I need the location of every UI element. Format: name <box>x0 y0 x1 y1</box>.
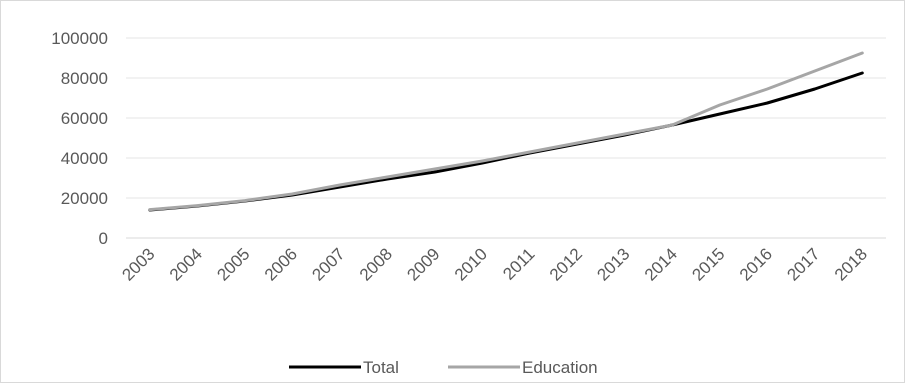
x-tick-label: 2012 <box>546 244 586 284</box>
y-tick-label: 40000 <box>61 149 108 168</box>
x-tick-label: 2015 <box>688 244 728 284</box>
y-tick-label: 0 <box>99 229 108 248</box>
legend-label: Total <box>363 358 399 377</box>
x-tick-label: 2009 <box>403 244 443 284</box>
legend-item-total: Total <box>289 358 399 377</box>
y-axis-tick-labels: 0 20000 40000 60000 80000 100000 <box>51 29 108 248</box>
x-tick-label: 2006 <box>261 244 301 284</box>
x-tick-label: 2010 <box>451 244 491 284</box>
legend-item-education: Education <box>448 358 598 377</box>
gridlines <box>126 37 886 239</box>
y-tick-label: 60000 <box>61 109 108 128</box>
series-line-education <box>148 51 864 212</box>
x-tick-label: 2004 <box>166 244 206 284</box>
x-tick-label: 2008 <box>356 244 396 284</box>
y-tick-label: 100000 <box>51 29 108 48</box>
legend: Total Education <box>289 358 598 377</box>
y-tick-label: 80000 <box>61 69 108 88</box>
x-tick-label: 2011 <box>499 244 538 283</box>
x-tick-label: 2016 <box>736 244 776 284</box>
y-tick-label: 20000 <box>61 189 108 208</box>
x-tick-label: 2014 <box>641 244 681 284</box>
x-tick-label: 2005 <box>213 244 253 284</box>
legend-label: Education <box>522 358 598 377</box>
x-axis-tick-labels: 2003 2004 2005 2006 2007 2008 2009 2010 2011 2012… <box>118 244 871 284</box>
series-lines <box>148 51 864 212</box>
x-tick-label: 2017 <box>783 244 823 284</box>
x-tick-label: 2013 <box>593 244 633 284</box>
x-tick-label: 2018 <box>831 244 871 284</box>
x-tick-label: 2003 <box>118 244 158 284</box>
x-tick-label: 2007 <box>308 244 348 284</box>
